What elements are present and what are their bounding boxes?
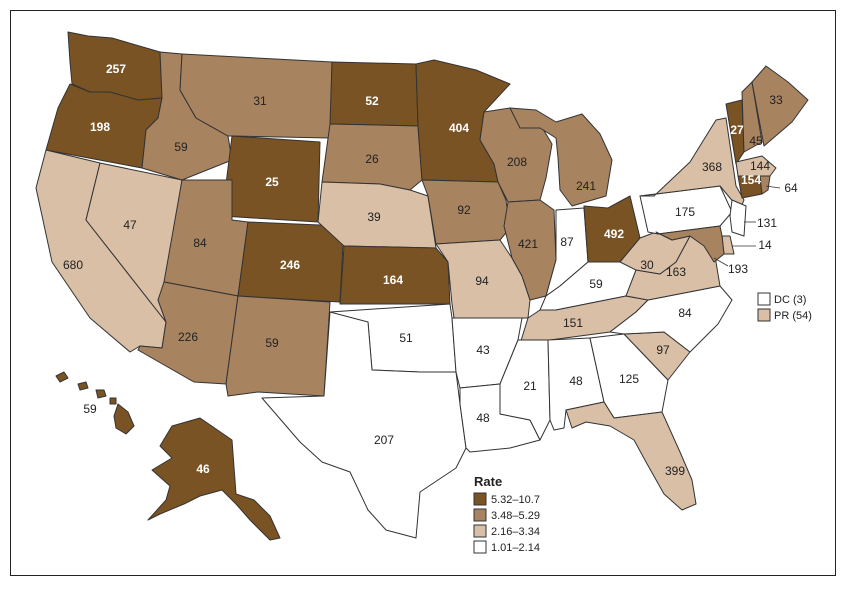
- label-il: 421: [518, 237, 538, 251]
- label-al: 48: [569, 374, 583, 388]
- legend-label-3: 2.16–3.34: [491, 526, 540, 538]
- state-nh[interactable]: [741, 81, 763, 153]
- label-me: 33: [769, 93, 783, 107]
- label-mt: 31: [253, 94, 267, 108]
- label-nc: 84: [678, 306, 692, 320]
- state-fl[interactable]: [565, 401, 697, 511]
- label-co: 246: [280, 258, 300, 272]
- label-ct: 154: [741, 173, 761, 187]
- label-vt: 27: [730, 123, 744, 137]
- label-de: 14: [758, 238, 772, 252]
- label-nj: 131: [757, 216, 777, 230]
- state-nc[interactable]: [609, 285, 733, 353]
- label-pa: 175: [675, 205, 695, 219]
- label-ne: 39: [367, 210, 381, 224]
- label-ks: 164: [383, 273, 403, 287]
- label-ny: 368: [702, 160, 722, 174]
- state-mo[interactable]: [435, 239, 531, 319]
- label-la: 48: [476, 411, 490, 425]
- label-wv: 30: [640, 258, 654, 272]
- legend-label-2: 3.48–5.29: [491, 510, 540, 522]
- label-mo: 94: [475, 274, 489, 288]
- state-ks[interactable]: [339, 245, 451, 305]
- label-ar: 43: [476, 343, 490, 357]
- territory-label-dc: DC (3): [774, 294, 806, 306]
- label-va: 163: [666, 265, 686, 279]
- label-nh: 45: [749, 134, 763, 148]
- state-ak[interactable]: [147, 417, 281, 541]
- state-hi[interactable]: [55, 371, 135, 435]
- label-ca: 680: [63, 258, 83, 272]
- label-ia: 92: [457, 203, 471, 217]
- label-nv: 47: [123, 218, 137, 232]
- legend-swatch-4: [473, 540, 487, 554]
- label-md: 193: [728, 262, 748, 276]
- label-ms: 21: [523, 379, 537, 393]
- territory-legend: DC (3) PR (54): [757, 292, 812, 322]
- label-nm: 59: [265, 336, 279, 350]
- state-mi[interactable]: [509, 107, 613, 207]
- legend-swatch-1: [473, 492, 487, 506]
- leader-line-md: [713, 257, 729, 267]
- state-ny[interactable]: [639, 117, 745, 211]
- label-mn: 404: [449, 121, 469, 135]
- leader-line-ri: [765, 185, 781, 189]
- legend-swatch-3: [473, 524, 487, 538]
- label-wa: 257: [106, 62, 126, 76]
- label-tx: 207: [374, 433, 394, 447]
- state-md[interactable]: [655, 225, 725, 263]
- label-nd: 52: [365, 94, 379, 108]
- state-il[interactable]: [503, 199, 557, 301]
- label-ak: 46: [196, 462, 210, 476]
- label-ma: 144: [750, 159, 770, 173]
- label-hi: 59: [83, 402, 97, 416]
- label-ky: 59: [589, 277, 603, 291]
- label-in: 87: [560, 235, 574, 249]
- label-wi: 208: [507, 155, 527, 169]
- label-or: 198: [90, 120, 110, 134]
- legend-label-1: 5.32–10.7: [491, 494, 540, 506]
- territory-swatch-pr: [757, 308, 771, 322]
- territory-swatch-dc: [757, 292, 771, 306]
- label-ga: 125: [619, 372, 639, 386]
- label-ri: 64: [784, 181, 798, 195]
- territory-label-pr: PR (54): [774, 310, 812, 322]
- state-me[interactable]: [751, 65, 809, 147]
- rate-legend: Rate 5.32–10.7 3.48–5.29 2.16–3.34 1.01–…: [473, 474, 540, 554]
- label-ut: 84: [193, 236, 207, 250]
- state-nj[interactable]: [729, 199, 747, 237]
- map-frame: [10, 10, 836, 576]
- state-ma[interactable]: [735, 155, 777, 177]
- state-nm[interactable]: [225, 295, 331, 397]
- legend-swatch-2: [473, 508, 487, 522]
- legend-title: Rate: [474, 474, 502, 489]
- label-fl: 399: [665, 464, 685, 478]
- state-ri[interactable]: [759, 175, 771, 195]
- label-wy: 25: [265, 175, 279, 189]
- label-az: 226: [178, 330, 198, 344]
- label-sc: 97: [656, 343, 670, 357]
- label-tn: 151: [563, 316, 583, 330]
- state-tx[interactable]: [261, 311, 467, 539]
- label-id: 59: [174, 140, 188, 154]
- label-oh: 492: [604, 227, 624, 241]
- label-sd: 26: [365, 152, 379, 166]
- label-mi: 241: [576, 179, 596, 193]
- label-ok: 51: [399, 331, 413, 345]
- legend-label-4: 1.01–2.14: [491, 542, 540, 554]
